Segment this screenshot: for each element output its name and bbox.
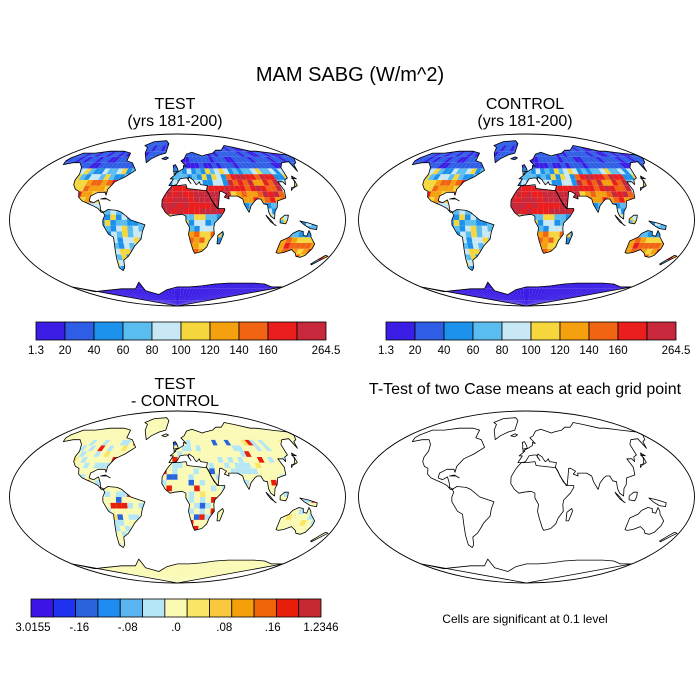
colorbar-label: 1.3 <box>28 345 44 357</box>
colorbar-label: 1.3 <box>378 345 394 357</box>
colorbar-label: -.16 <box>69 622 89 634</box>
colorbar-swatch <box>588 321 619 341</box>
colorbar-swatch <box>142 598 166 618</box>
colorbar-swatch <box>122 321 153 341</box>
colorbar-difference: -3.0155 -.16 -.08 .0 .08 .16 1.2346 <box>15 598 339 634</box>
colorbar-swatch <box>231 598 255 618</box>
colorbar-swatch <box>296 321 327 341</box>
test-panel-name: TEST <box>154 96 196 113</box>
colorbar-label: 160 <box>608 345 627 357</box>
colorbar-swatch <box>617 321 648 341</box>
colorbar-swatch <box>52 598 77 618</box>
coastlines <box>62 140 329 307</box>
colorbar-test: 1.3 20 40 60 80 100 120 140 160 264.5 <box>28 321 340 357</box>
control-panel-years: (yrs 181-200) <box>477 113 573 130</box>
colorbar-label: 80 <box>496 345 509 357</box>
diff-panel-name: TEST <box>154 376 196 393</box>
colorbar-swatch <box>97 598 121 618</box>
control-map <box>358 133 695 307</box>
colorbar-label: 140 <box>579 345 598 357</box>
colorbar-swatch <box>209 321 240 341</box>
difference-map <box>9 410 346 584</box>
colorbar-swatch <box>501 321 532 341</box>
ttest-panel-title: T-Test of two Case means at each grid po… <box>368 381 682 398</box>
colorbar-swatch <box>151 321 182 341</box>
colorbar-swatch <box>75 598 99 618</box>
colorbar-label: .0 <box>171 622 181 634</box>
colorbar-swatch <box>164 598 188 618</box>
colorbar-swatch <box>646 321 677 341</box>
colorbar-label: 20 <box>59 345 72 357</box>
colorbar-label: 60 <box>117 345 130 357</box>
colorbar-label: 80 <box>146 345 159 357</box>
colorbar-label: 40 <box>88 345 101 357</box>
diff-panel-title: TEST - CONTROL <box>25 376 325 410</box>
test-panel-years: (yrs 181-200) <box>127 113 223 130</box>
colorbar-label: 264.5 <box>662 345 690 357</box>
colorbar-swatch <box>35 321 66 341</box>
map-border <box>9 133 346 307</box>
colorbar-swatch <box>472 321 503 341</box>
colorbar-swatch <box>186 598 210 618</box>
colorbar-control: 1.3 20 40 60 80 100 120 140 160 264.5 <box>378 321 690 357</box>
colorbar-swatch <box>30 598 54 618</box>
colorbar-swatch <box>119 598 143 618</box>
colorbar-label: 100 <box>521 345 540 357</box>
colorbar-label: 264.5 <box>312 345 340 357</box>
coastlines <box>411 417 678 584</box>
colorbar-swatch <box>93 321 124 341</box>
colorbar-label: -3.0155 <box>15 622 51 634</box>
colorbar-swatch <box>64 321 95 341</box>
colorbar-label: 1.2346 <box>303 622 338 634</box>
colorbar-label: 20 <box>409 345 422 357</box>
control-panel-name: CONTROL <box>485 96 565 113</box>
colorbar-swatch <box>385 321 416 341</box>
colorbar-label: .16 <box>265 622 281 634</box>
map-background <box>358 134 695 306</box>
coastlines <box>411 140 678 307</box>
map-border <box>9 410 346 584</box>
coastlines <box>62 417 329 584</box>
test-panel-title: TEST (yrs 181-200) <box>25 96 325 130</box>
colorbar-swatch <box>559 321 590 341</box>
map-background <box>9 134 346 306</box>
map-border <box>358 133 695 307</box>
colorbar-label: 40 <box>438 345 451 357</box>
diff-panel-subtitle: - CONTROL <box>131 393 219 410</box>
significance-note: Cells are significant at 0.1 level <box>442 612 608 626</box>
colorbar-label: 140 <box>229 345 248 357</box>
colorbar-label: 120 <box>200 345 219 357</box>
ttest-map <box>358 410 695 584</box>
colorbar-swatch <box>298 598 322 618</box>
colorbar-label: .08 <box>216 622 232 634</box>
colorbar-label: 160 <box>258 345 277 357</box>
colorbar-swatch <box>530 321 561 341</box>
colorbar-swatch <box>275 598 300 618</box>
figure-title: MAM SABG (W/m^2) <box>255 64 445 86</box>
control-panel-title: CONTROL (yrs 181-200) <box>375 96 675 130</box>
colorbar-swatch <box>414 321 445 341</box>
map-background <box>9 411 346 583</box>
colorbar-label: -.08 <box>118 622 138 634</box>
colorbar-swatch <box>180 321 211 341</box>
test-map <box>9 133 346 307</box>
colorbar-swatch <box>238 321 269 341</box>
colorbar-label: 120 <box>550 345 569 357</box>
map-border <box>358 410 695 584</box>
colorbar-swatch <box>443 321 474 341</box>
map-background <box>358 411 695 583</box>
colorbar-swatch <box>267 321 298 341</box>
colorbar-swatch <box>253 598 277 618</box>
colorbar-label: 100 <box>171 345 190 357</box>
colorbar-label: 60 <box>467 345 480 357</box>
colorbar-swatch <box>209 598 233 618</box>
